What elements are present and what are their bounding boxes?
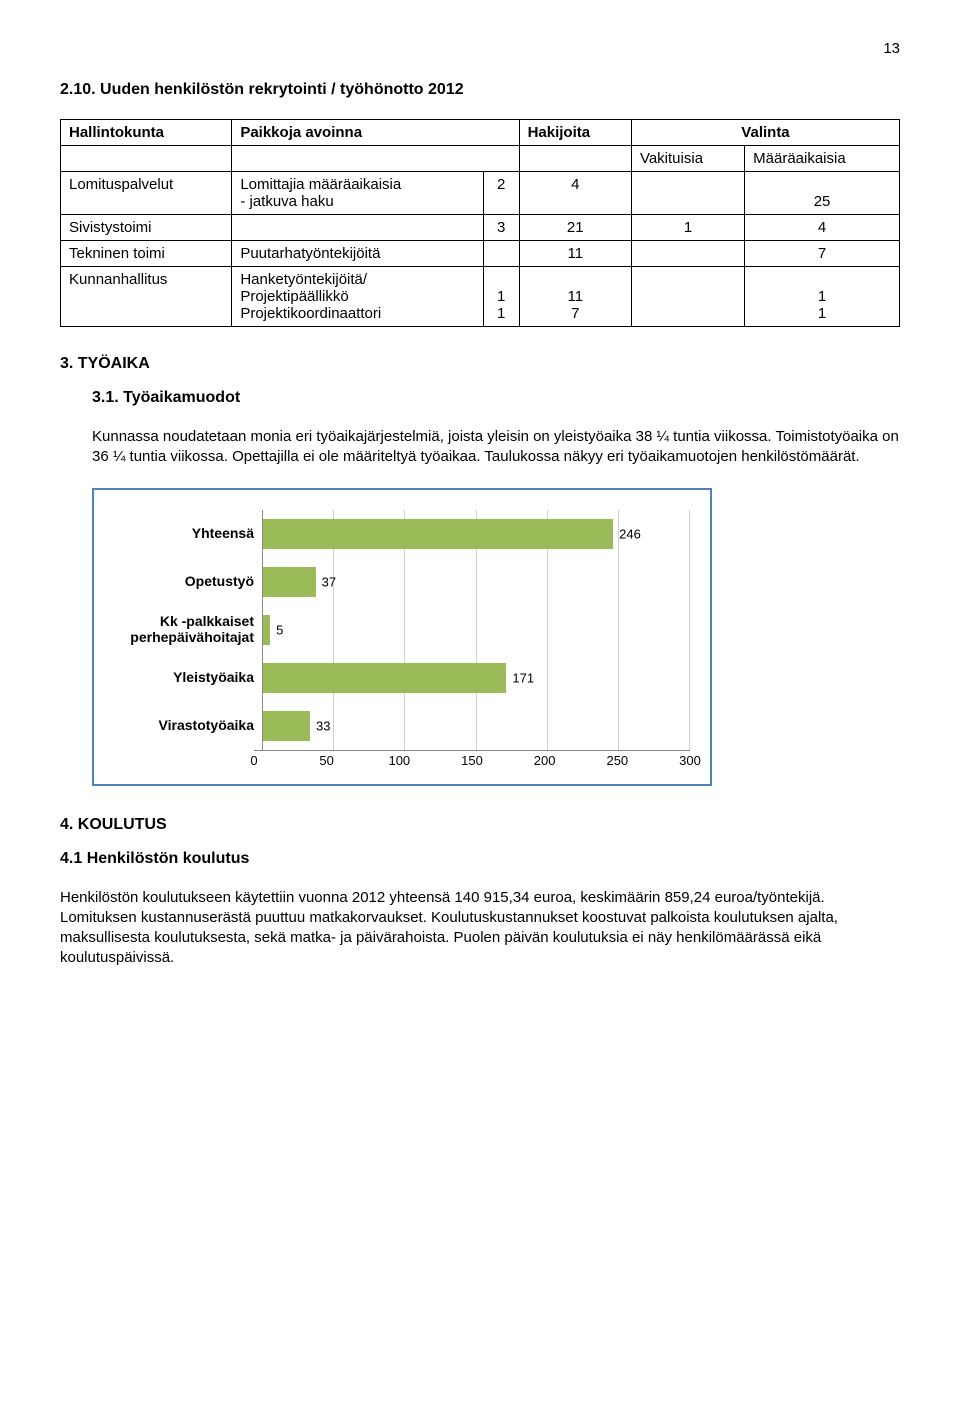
chart-tick: 150 [461,751,483,768]
cell-c3 [631,267,744,327]
chart-row: Yleistyöaika 171 [114,654,690,702]
section-4-paragraph: Henkilöstön koulutukseen käytettiin vuon… [60,888,900,969]
table-row: Kunnanhallitus Hanketyöntekijöitä/ Proje… [61,267,900,327]
chart-plot-area: 171 [262,654,690,702]
chart-tick: 0 [250,751,257,768]
table-row: Lomituspalvelut Lomittajia määräaikaisia… [61,172,900,215]
chart-bar-value: 5 [270,622,283,637]
chart-bar [263,519,613,549]
section-3-paragraph: Kunnassa noudatetaan monia eri työaikajä… [92,427,900,468]
cell-c4: 7 [745,241,900,267]
chart-row: Virastotyöaika 33 [114,702,690,750]
val: 1 [818,288,826,305]
chart-bar-value: 33 [310,718,330,733]
chart-bar-value: 37 [316,574,336,589]
cell-c1: 2 [483,172,519,215]
section-3-1-heading: 3.1. Työaikamuodot [92,389,900,407]
table-row: Tekninen toimi Puutarhatyöntekijöitä 11 … [61,241,900,267]
chart-row: Kk -palkkaiset perhepäivähoitajat 5 [114,606,690,654]
cell-c1 [483,241,519,267]
cell-c2: 11 [519,241,631,267]
cell-c3 [631,172,744,215]
cell-sub: Hanketyöntekijöitä/ Projektipäällikkö Pr… [232,267,483,327]
sub-text: Projektikoordinaattori [240,305,381,322]
cell-c4: 4 [745,215,900,241]
table-header-row: Hallintokunta Paikkoja avoinna Hakijoita… [61,120,900,146]
page-number: 13 [60,40,900,57]
chart-category-label: Kk -palkkaiset perhepäivähoitajat [114,614,262,645]
val: 7 [571,305,579,322]
section-2-10-heading: 2.10. Uuden henkilöstön rekrytointi / ty… [60,81,900,99]
chart-bar [263,615,270,645]
chart-tick: 250 [606,751,628,768]
cell-c4: 1 1 [745,267,900,327]
cell-c4: 25 [745,172,900,215]
chart-category-label: Yleistyöaika [114,670,262,685]
chart-bar [263,567,316,597]
section-4-heading: 4. KOULUTUS [60,816,900,834]
chart-tick: 100 [388,751,410,768]
chart-bar [263,711,310,741]
chart-category-label: Virastotyöaika [114,718,262,733]
chart-x-axis: 050100150200250300 [114,750,690,774]
cell-empty [519,146,631,172]
cell-empty [232,146,519,172]
cell-sub: Lomittajia määräaikaisia - jatkuva haku [232,172,483,215]
chart-plot-area: 5 [262,606,690,654]
chart-bar [263,663,506,693]
cell-c3 [631,241,744,267]
section-3-heading: 3. TYÖAIKA [60,355,900,373]
chart-bar-value: 171 [506,670,534,685]
cell-c2: 11 7 [519,267,631,327]
sub-text: Hanketyöntekijöitä/ [240,271,367,288]
sub-text: - jatkuva haku [240,193,333,210]
cell-c3: 1 [631,215,744,241]
cell-label: Lomituspalvelut [61,172,232,215]
val: 1 [818,305,826,322]
cell-label: Tekninen toimi [61,241,232,267]
chart-tick: 200 [534,751,556,768]
cell-label: Kunnanhallitus [61,267,232,327]
th-vakituisia: Vakituisia [631,146,744,172]
chart-row: Yhteensä 246 [114,510,690,558]
chart-row: Opetustyö 37 [114,558,690,606]
cell-label: Sivistystoimi [61,215,232,241]
cell-sub: Puutarhatyöntekijöitä [232,241,483,267]
chart-bar-value: 246 [613,526,641,541]
th-maaraaikaisia: Määräaikaisia [745,146,900,172]
section-4-1-heading: 4.1 Henkilöstön koulutus [60,850,900,868]
cell-sub [232,215,483,241]
val: 1 [497,288,505,305]
chart-category-label: Yhteensä [114,526,262,541]
th-valinta: Valinta [631,120,899,146]
cell-c1: 1 1 [483,267,519,327]
val: 1 [497,305,505,322]
cell-c2: 4 [519,172,631,215]
chart-tick: 50 [319,751,333,768]
chart-tick: 300 [679,751,701,768]
val: 11 [567,288,583,305]
worktime-chart: Yhteensä 246 Opetustyö 37 Kk -palkkaiset per… [92,488,712,786]
sub-text: Projektipäällikkö [240,288,348,305]
cell-c1: 3 [483,215,519,241]
chart-category-label: Opetustyö [114,574,262,589]
table-row: Sivistystoimi 3 21 1 4 [61,215,900,241]
th-paikkoja: Paikkoja avoinna [232,120,519,146]
cell-c2: 21 [519,215,631,241]
cell-empty [61,146,232,172]
th-hallintokunta: Hallintokunta [61,120,232,146]
row-label: Lomituspalvelut [69,176,173,193]
chart-plot-area: 37 [262,558,690,606]
recruitment-table: Hallintokunta Paikkoja avoinna Hakijoita… [60,119,900,327]
sub-text: Lomittajia määräaikaisia [240,176,401,193]
chart-plot-area: 246 [262,510,690,558]
table-subheader-row: Vakituisia Määräaikaisia [61,146,900,172]
th-hakijoita: Hakijoita [519,120,631,146]
chart-plot-area: 33 [262,702,690,750]
